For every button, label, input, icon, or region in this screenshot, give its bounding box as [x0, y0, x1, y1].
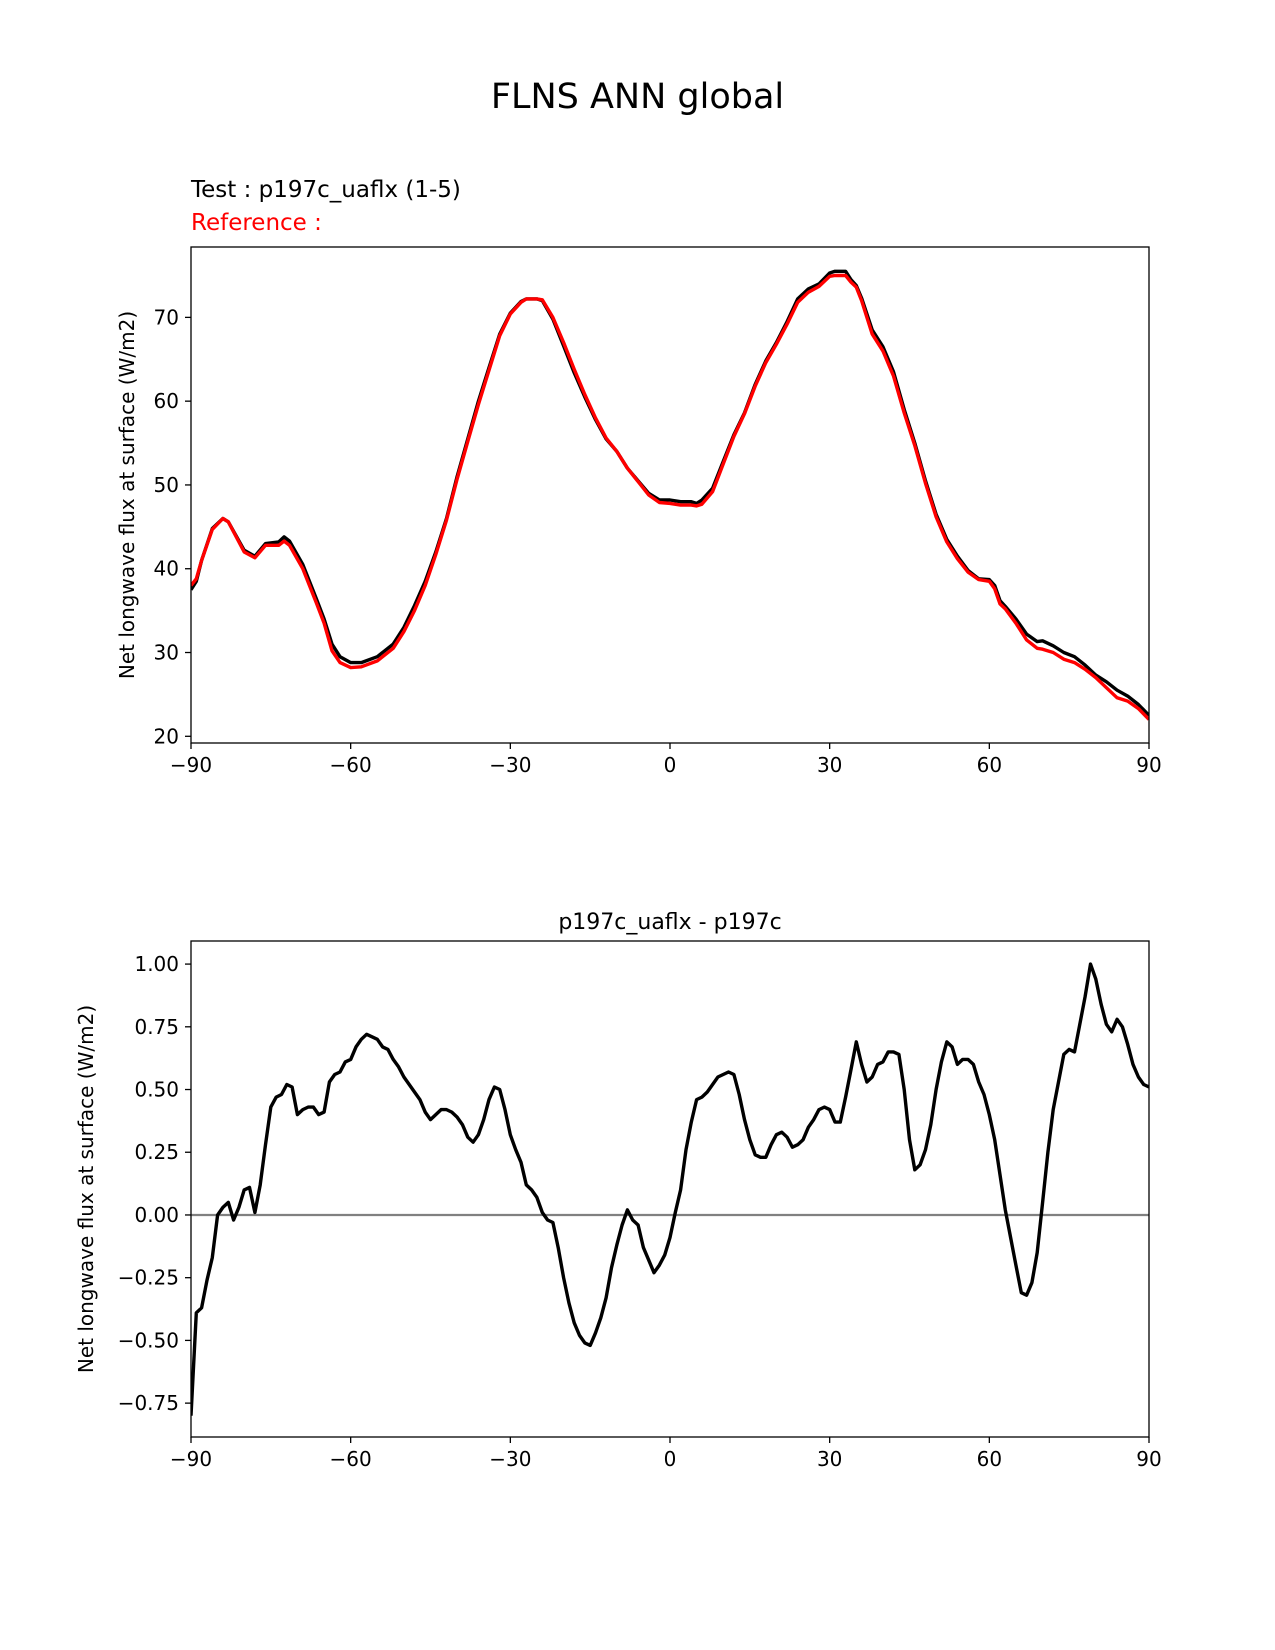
x-tick-label: −60	[330, 753, 372, 777]
y-tick-label: 0.25	[134, 1140, 179, 1164]
y-tick-label: 50	[154, 473, 179, 497]
top-reference-label: Reference :	[191, 210, 322, 236]
x-tick-label: 30	[817, 1447, 842, 1471]
x-tick-label: 30	[817, 753, 842, 777]
axes-frame	[190, 246, 1150, 744]
y-tick-label: 1.00	[134, 952, 179, 976]
y-tick-label: −0.50	[118, 1328, 179, 1352]
y-tick-label: −0.75	[118, 1391, 179, 1415]
axes-frame	[190, 940, 1150, 1438]
x-tick-label: 60	[977, 1447, 1002, 1471]
y-axis-label: Net longwave flux at surface (W/m2)	[115, 311, 139, 679]
x-tick-label: 90	[1136, 753, 1161, 777]
x-tick-label: 0	[664, 753, 677, 777]
top-test-label: Test : p197c_uaflx (1-5)	[190, 177, 461, 203]
y-tick-label: 30	[154, 641, 179, 665]
y-tick-label: 20	[154, 724, 179, 748]
x-tick-label: −30	[489, 753, 531, 777]
x-tick-label: −90	[170, 1447, 212, 1471]
x-tick-label: 60	[977, 753, 1002, 777]
chart-title: p197c_uaflx - p197c	[558, 910, 781, 935]
x-tick-label: 0	[664, 1447, 677, 1471]
x-tick-label: 90	[1136, 1447, 1161, 1471]
bottom-chart-panel: p197c_uaflx - p197c Net longwave flux at …	[74, 910, 1162, 1471]
y-tick-label: 70	[154, 305, 179, 329]
y-tick-label: 0.50	[134, 1078, 179, 1102]
y-tick-label: 0.75	[134, 1015, 179, 1039]
top-chart-panel: Net longwave flux at surface (W/m2) −90 −6…	[115, 246, 1162, 777]
y-tick-label: 40	[154, 557, 179, 581]
x-tick-label: −90	[170, 753, 212, 777]
series-line-difference	[191, 962, 1149, 1416]
x-tick-label: −30	[489, 1447, 531, 1471]
series-line-test	[191, 269, 1149, 717]
y-axis-label: Net longwave flux at surface (W/m2)	[74, 1005, 98, 1373]
x-tick-label: −60	[330, 1447, 372, 1471]
figure-title: FLNS ANN global	[491, 77, 784, 117]
series-line-reference	[191, 273, 1149, 721]
y-tick-label: 0.00	[134, 1203, 179, 1227]
y-tick-label: 60	[154, 389, 179, 413]
y-tick-label: −0.25	[118, 1266, 179, 1290]
